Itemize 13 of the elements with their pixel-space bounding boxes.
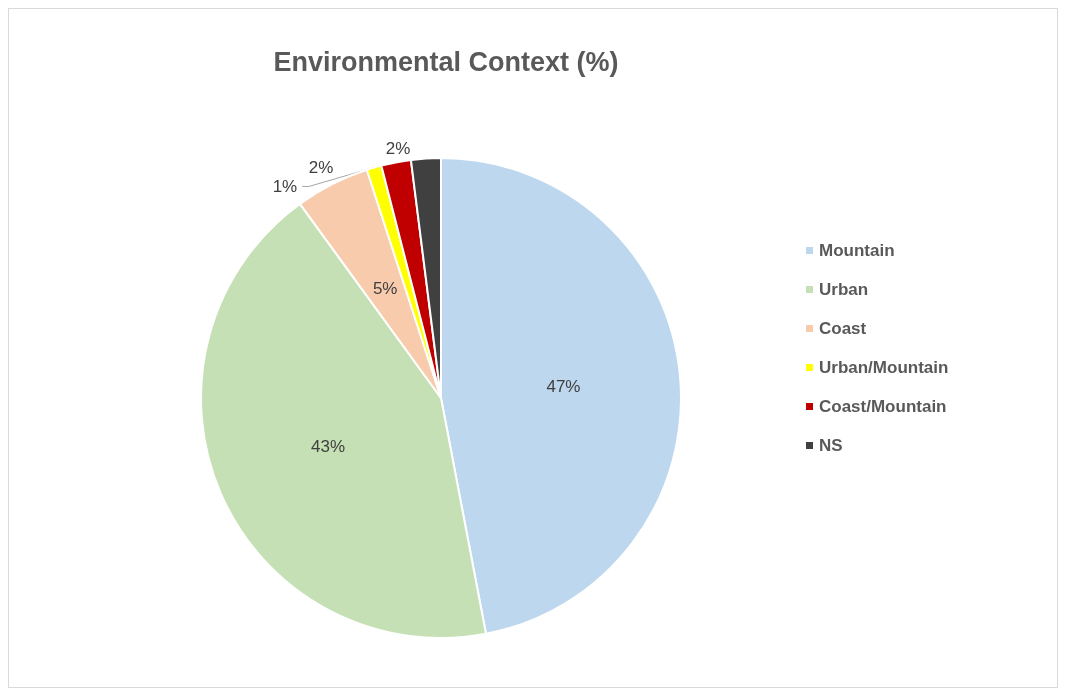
data-label: 2% (308, 157, 334, 177)
legend-label: Mountain (819, 241, 895, 260)
data-label: 5% (372, 278, 398, 298)
data-label: 43% (311, 437, 346, 457)
data-label: 2% (385, 138, 411, 158)
legend-label: Urban (819, 280, 869, 299)
legend-label: Coast/Mountain (819, 397, 947, 416)
legend-label: Urban/Mountain (819, 358, 949, 377)
chart-title: Environmental Context (%) (273, 46, 619, 77)
data-label: 1% (272, 176, 298, 196)
legend-label: Coast (819, 319, 867, 338)
data-label: 47% (546, 376, 581, 396)
legend-label: NS (819, 436, 843, 455)
